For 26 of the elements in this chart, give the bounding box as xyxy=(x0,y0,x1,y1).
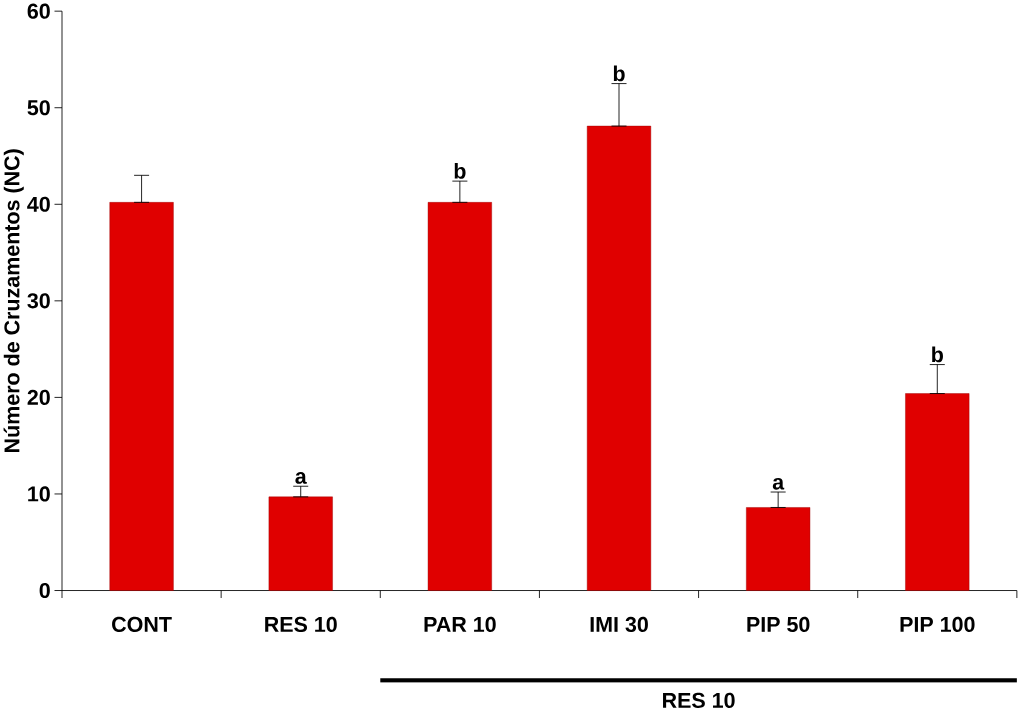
y-axis-title: Número de Cruzamentos (NC) xyxy=(3,149,24,453)
x-tick-label: RES 10 xyxy=(265,617,337,633)
annotation: a xyxy=(772,478,785,490)
bar xyxy=(905,393,970,591)
x-tick-label: PIP 100 xyxy=(900,617,975,633)
x-tick-label: IMI 30 xyxy=(590,617,648,633)
annotation: a xyxy=(295,472,307,485)
annotation: b xyxy=(613,65,625,82)
text: RES 10 xyxy=(663,693,735,709)
annotation: b xyxy=(932,346,943,363)
bar xyxy=(586,126,652,591)
y-tick-label: 10 xyxy=(28,486,50,502)
x-tick-label: PIP 50 xyxy=(747,617,810,633)
y-tick-label: 50 xyxy=(27,100,50,116)
y-tick-label: 30 xyxy=(27,293,50,309)
y-tick-label: 60 xyxy=(27,3,50,19)
bar xyxy=(746,507,811,591)
x-tick-label: PAR 10 xyxy=(424,617,496,633)
y-tick-label: 0 xyxy=(39,583,50,599)
bar xyxy=(109,202,174,591)
bar xyxy=(427,202,492,591)
bar xyxy=(268,496,333,591)
x-tick-label: CONT xyxy=(112,617,172,633)
annotation: b xyxy=(454,163,466,179)
y-tick-label: 20 xyxy=(27,390,50,406)
y-tick-label: 40 xyxy=(27,196,50,213)
